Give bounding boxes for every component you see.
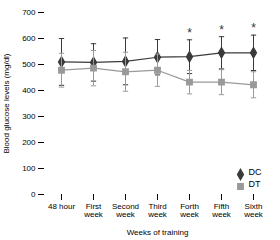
svg-text:DC: DC <box>249 167 262 177</box>
svg-text:*: * <box>219 23 224 37</box>
svg-text:DT: DT <box>249 179 261 189</box>
svg-text:500: 500 <box>22 60 36 69</box>
svg-text:700: 700 <box>22 8 36 17</box>
svg-text:0: 0 <box>31 190 36 199</box>
svg-text:100: 100 <box>22 164 36 173</box>
svg-text:*: * <box>251 21 256 35</box>
svg-text:Sixthweek: Sixthweek <box>243 202 264 219</box>
svg-text:Fifthweek: Fifthweek <box>211 202 232 219</box>
svg-text:Forthweek: Forthweek <box>179 202 200 219</box>
svg-text:Firstweek: Firstweek <box>83 202 104 219</box>
svg-text:*: * <box>187 26 192 40</box>
svg-text:400: 400 <box>22 86 36 95</box>
svg-text:200: 200 <box>22 138 36 147</box>
svg-text:48 hour: 48 hour <box>48 202 75 211</box>
svg-text:600: 600 <box>22 34 36 43</box>
svg-text:Secondweek: Secondweek <box>112 202 139 219</box>
svg-text:Thirdweek: Thirdweek <box>147 202 168 219</box>
svg-text:Blood glucose levels (mg/dl): Blood glucose levels (mg/dl) <box>2 53 11 153</box>
svg-text:Weeks of training: Weeks of training <box>127 228 189 237</box>
svg-text:300: 300 <box>22 112 36 121</box>
